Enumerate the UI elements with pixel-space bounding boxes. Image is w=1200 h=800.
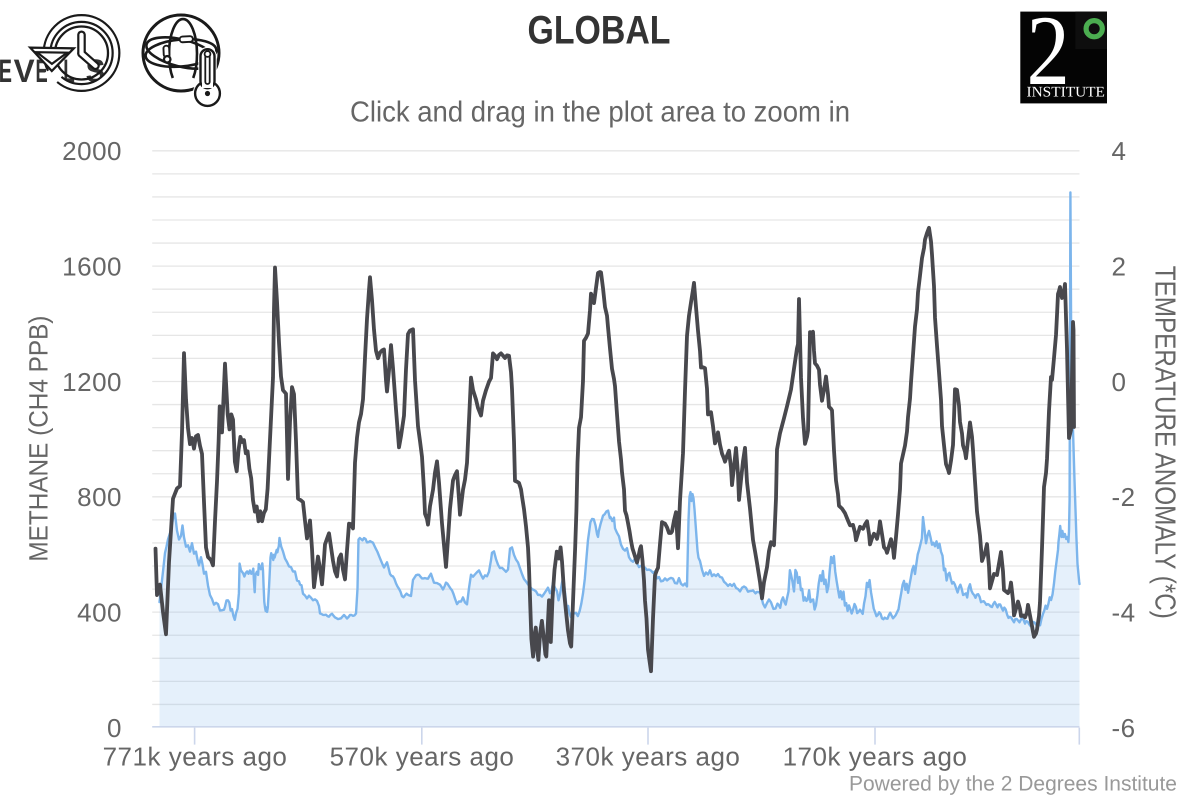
- svg-text:4: 4: [1112, 136, 1127, 166]
- svg-text:1200: 1200: [62, 367, 122, 397]
- svg-text:771k years ago: 771k years ago: [103, 742, 288, 772]
- svg-text:INSTITUTE: INSTITUTE: [1027, 85, 1105, 101]
- svg-text:800: 800: [77, 482, 122, 512]
- svg-text:2: 2: [1027, 0, 1070, 106]
- svg-text:TEMPERATURE ANOMALY (*C): TEMPERATURE ANOMALY (*C): [1149, 266, 1181, 619]
- svg-text:2: 2: [1112, 251, 1127, 281]
- svg-text:V: V: [14, 52, 35, 89]
- svg-text:0: 0: [107, 713, 122, 743]
- svg-text:METHANE (CH4 PPB): METHANE (CH4 PPB): [24, 316, 54, 562]
- svg-text:-6: -6: [1112, 713, 1136, 743]
- svg-text:E: E: [0, 52, 12, 89]
- svg-text:1600: 1600: [62, 251, 122, 281]
- svg-text:0: 0: [1112, 367, 1127, 397]
- svg-text:-4: -4: [1112, 598, 1136, 628]
- svg-text:L: L: [63, 52, 74, 89]
- svg-text:370k years ago: 370k years ago: [556, 742, 741, 772]
- svg-text:170k years ago: 170k years ago: [783, 742, 968, 772]
- svg-text:Click and drag in the plot are: Click and drag in the plot area to zoom …: [350, 97, 850, 129]
- svg-text:570k years ago: 570k years ago: [330, 742, 515, 772]
- svg-text:Powered by the 2 Degrees Insti: Powered by the 2 Degrees Institute: [849, 773, 1177, 796]
- svg-text:400: 400: [77, 598, 122, 628]
- svg-text:GLOBAL: GLOBAL: [528, 9, 671, 53]
- svg-text:-2: -2: [1112, 482, 1136, 512]
- svg-text:2000: 2000: [62, 136, 122, 166]
